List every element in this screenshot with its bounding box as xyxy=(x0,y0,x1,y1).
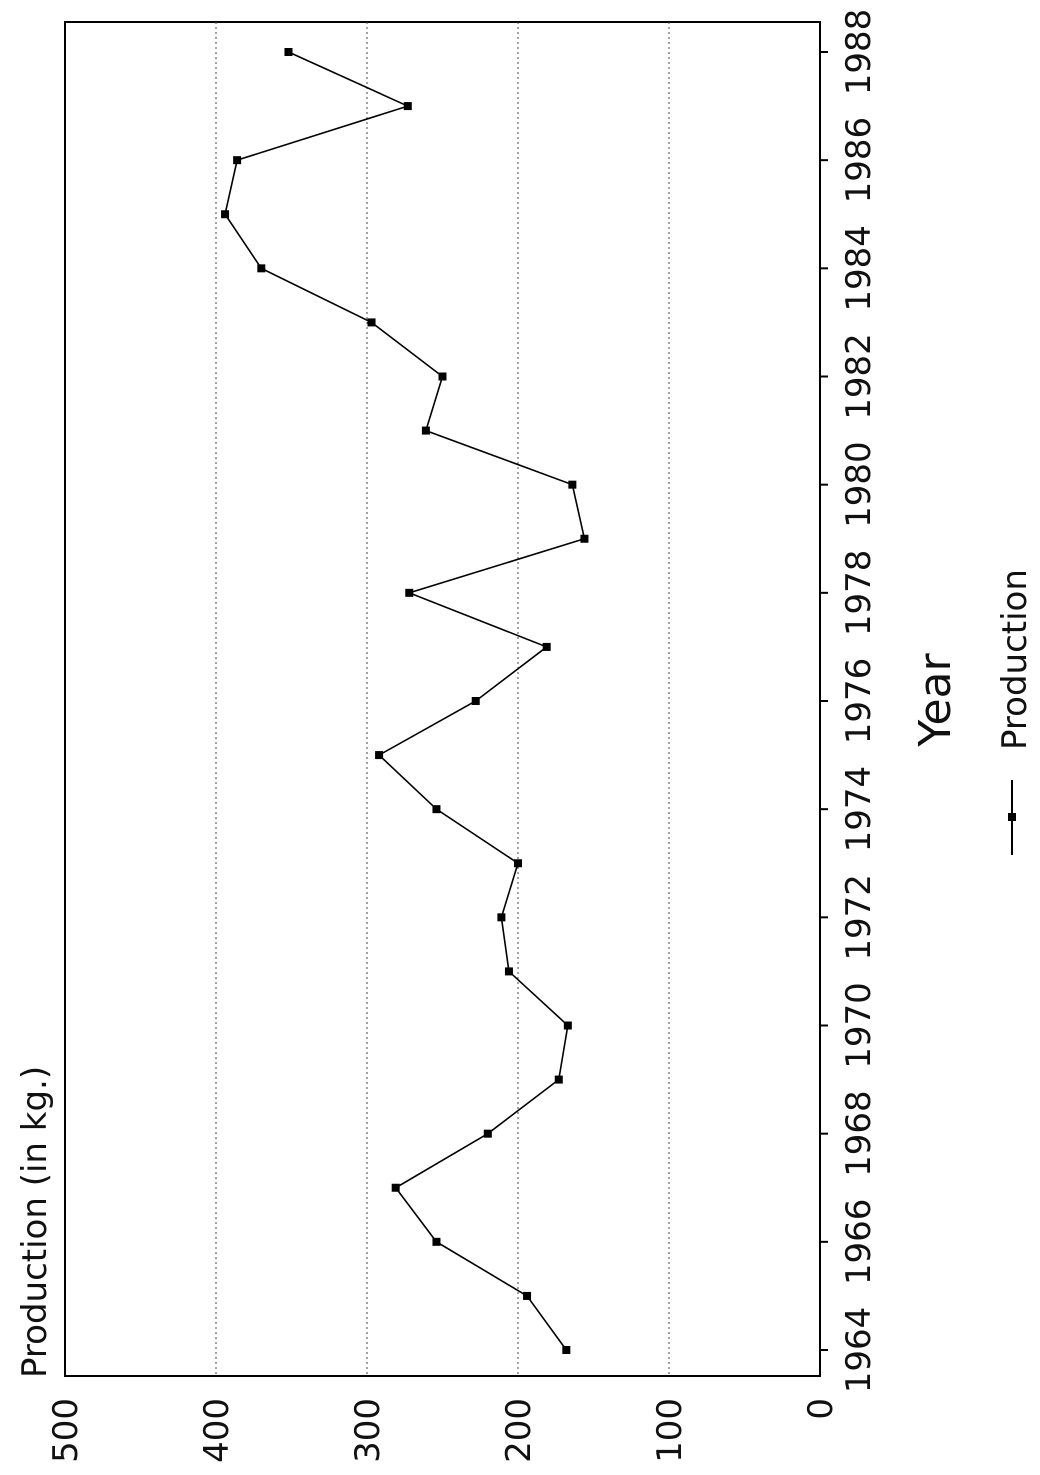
data-point xyxy=(580,534,589,543)
y-tick-label: 400 xyxy=(197,1398,237,1463)
data-point xyxy=(233,156,242,165)
x-tick-labels: 1964 1966 1968 1970 1972 1974 1976 1978 1980 1982… xyxy=(820,9,879,1394)
plot-frame xyxy=(64,21,821,1377)
x-tick-label: 1972 xyxy=(839,874,879,961)
y-tick-label: 200 xyxy=(499,1398,539,1463)
x-tick-label: 1966 xyxy=(839,1199,879,1286)
x-tick-label: 1968 xyxy=(839,1090,879,1177)
y-tick-label: 500 xyxy=(46,1398,86,1463)
x-tick-label: 1984 xyxy=(839,225,879,312)
data-point xyxy=(421,426,430,435)
data-point xyxy=(504,967,513,976)
data-point xyxy=(542,642,551,651)
grid-lines xyxy=(215,22,670,1376)
x-tick-label: 1986 xyxy=(839,117,879,204)
data-point xyxy=(367,318,376,327)
x-tick-label: 1976 xyxy=(839,658,879,745)
data-point xyxy=(391,1183,400,1192)
data-point xyxy=(432,805,441,814)
y-tick-labels: 0 100 200 300 400 500 xyxy=(46,1398,841,1463)
series-production xyxy=(221,48,589,1354)
data-point xyxy=(405,588,414,597)
x-tick-label: 1982 xyxy=(839,333,879,420)
data-point xyxy=(568,480,577,489)
data-point xyxy=(554,1075,563,1084)
x-axis-label: Year xyxy=(910,653,961,748)
data-point xyxy=(471,697,480,705)
data-point xyxy=(284,48,293,56)
data-point xyxy=(483,1129,492,1138)
x-tick-label: 1978 xyxy=(839,550,879,637)
series-line xyxy=(224,51,586,1351)
x-tick-label: 1974 xyxy=(839,766,879,853)
data-point xyxy=(438,372,447,381)
data-point xyxy=(375,751,384,760)
data-point xyxy=(257,264,266,273)
data-point xyxy=(497,913,506,922)
y-tick-label: 0 xyxy=(801,1398,841,1420)
legend-label: Production xyxy=(995,569,1035,750)
data-point xyxy=(523,1291,532,1300)
data-point xyxy=(403,102,412,111)
y-axis-label: Production (in kg.) xyxy=(15,1066,55,1378)
data-point xyxy=(221,210,230,219)
x-tick-label: 1964 xyxy=(839,1307,879,1394)
x-tick-label: 1988 xyxy=(839,9,879,96)
legend-square-marker xyxy=(1008,813,1016,821)
data-point xyxy=(563,1021,572,1030)
x-tick-label: 1970 xyxy=(839,982,879,1069)
y-tick-label: 100 xyxy=(650,1398,690,1463)
x-tick-label: 1980 xyxy=(839,441,879,528)
data-point xyxy=(562,1346,571,1354)
data-point xyxy=(514,859,522,868)
data-point xyxy=(432,1237,441,1246)
y-tick-label: 300 xyxy=(348,1398,388,1463)
legend: Production xyxy=(995,569,1035,855)
